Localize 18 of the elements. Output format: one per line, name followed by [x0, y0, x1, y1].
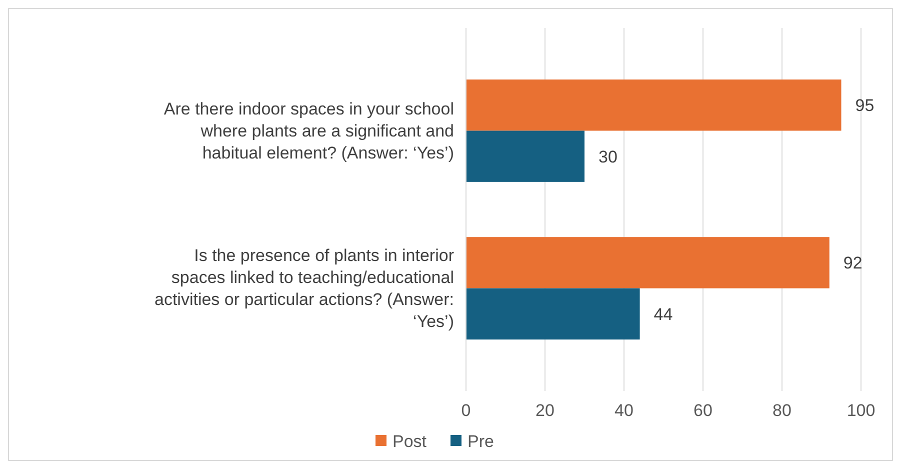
bar — [466, 288, 640, 340]
x-tick-label: 20 — [536, 401, 554, 420]
legend-label: Pre — [468, 432, 494, 451]
bar — [466, 237, 830, 288]
x-tick-label: 60 — [694, 401, 712, 420]
x-tick-label: 40 — [614, 401, 634, 420]
x-tick-label: 100 — [846, 401, 876, 420]
data-label: 95 — [855, 96, 874, 116]
y-tick-label: Are there indoor spaces in your school where plants are a significant and habitual element? (Answer: ‘Yes’) — [164, 100, 454, 163]
data-label: 30 — [598, 147, 618, 166]
data-label: 44 — [654, 304, 673, 324]
y-tick-label: Is the presence of plants in interior spaces linked to teaching/educational activities or particular actions? (Answer: ‘Yes’) — [154, 246, 454, 332]
legend-label: Post — [392, 432, 427, 451]
data-label: 92 — [843, 254, 862, 273]
bar — [466, 80, 842, 131]
x-tick-label: 80 — [772, 401, 792, 420]
x-tick-label: 0 — [461, 401, 471, 420]
bar — [466, 130, 584, 182]
